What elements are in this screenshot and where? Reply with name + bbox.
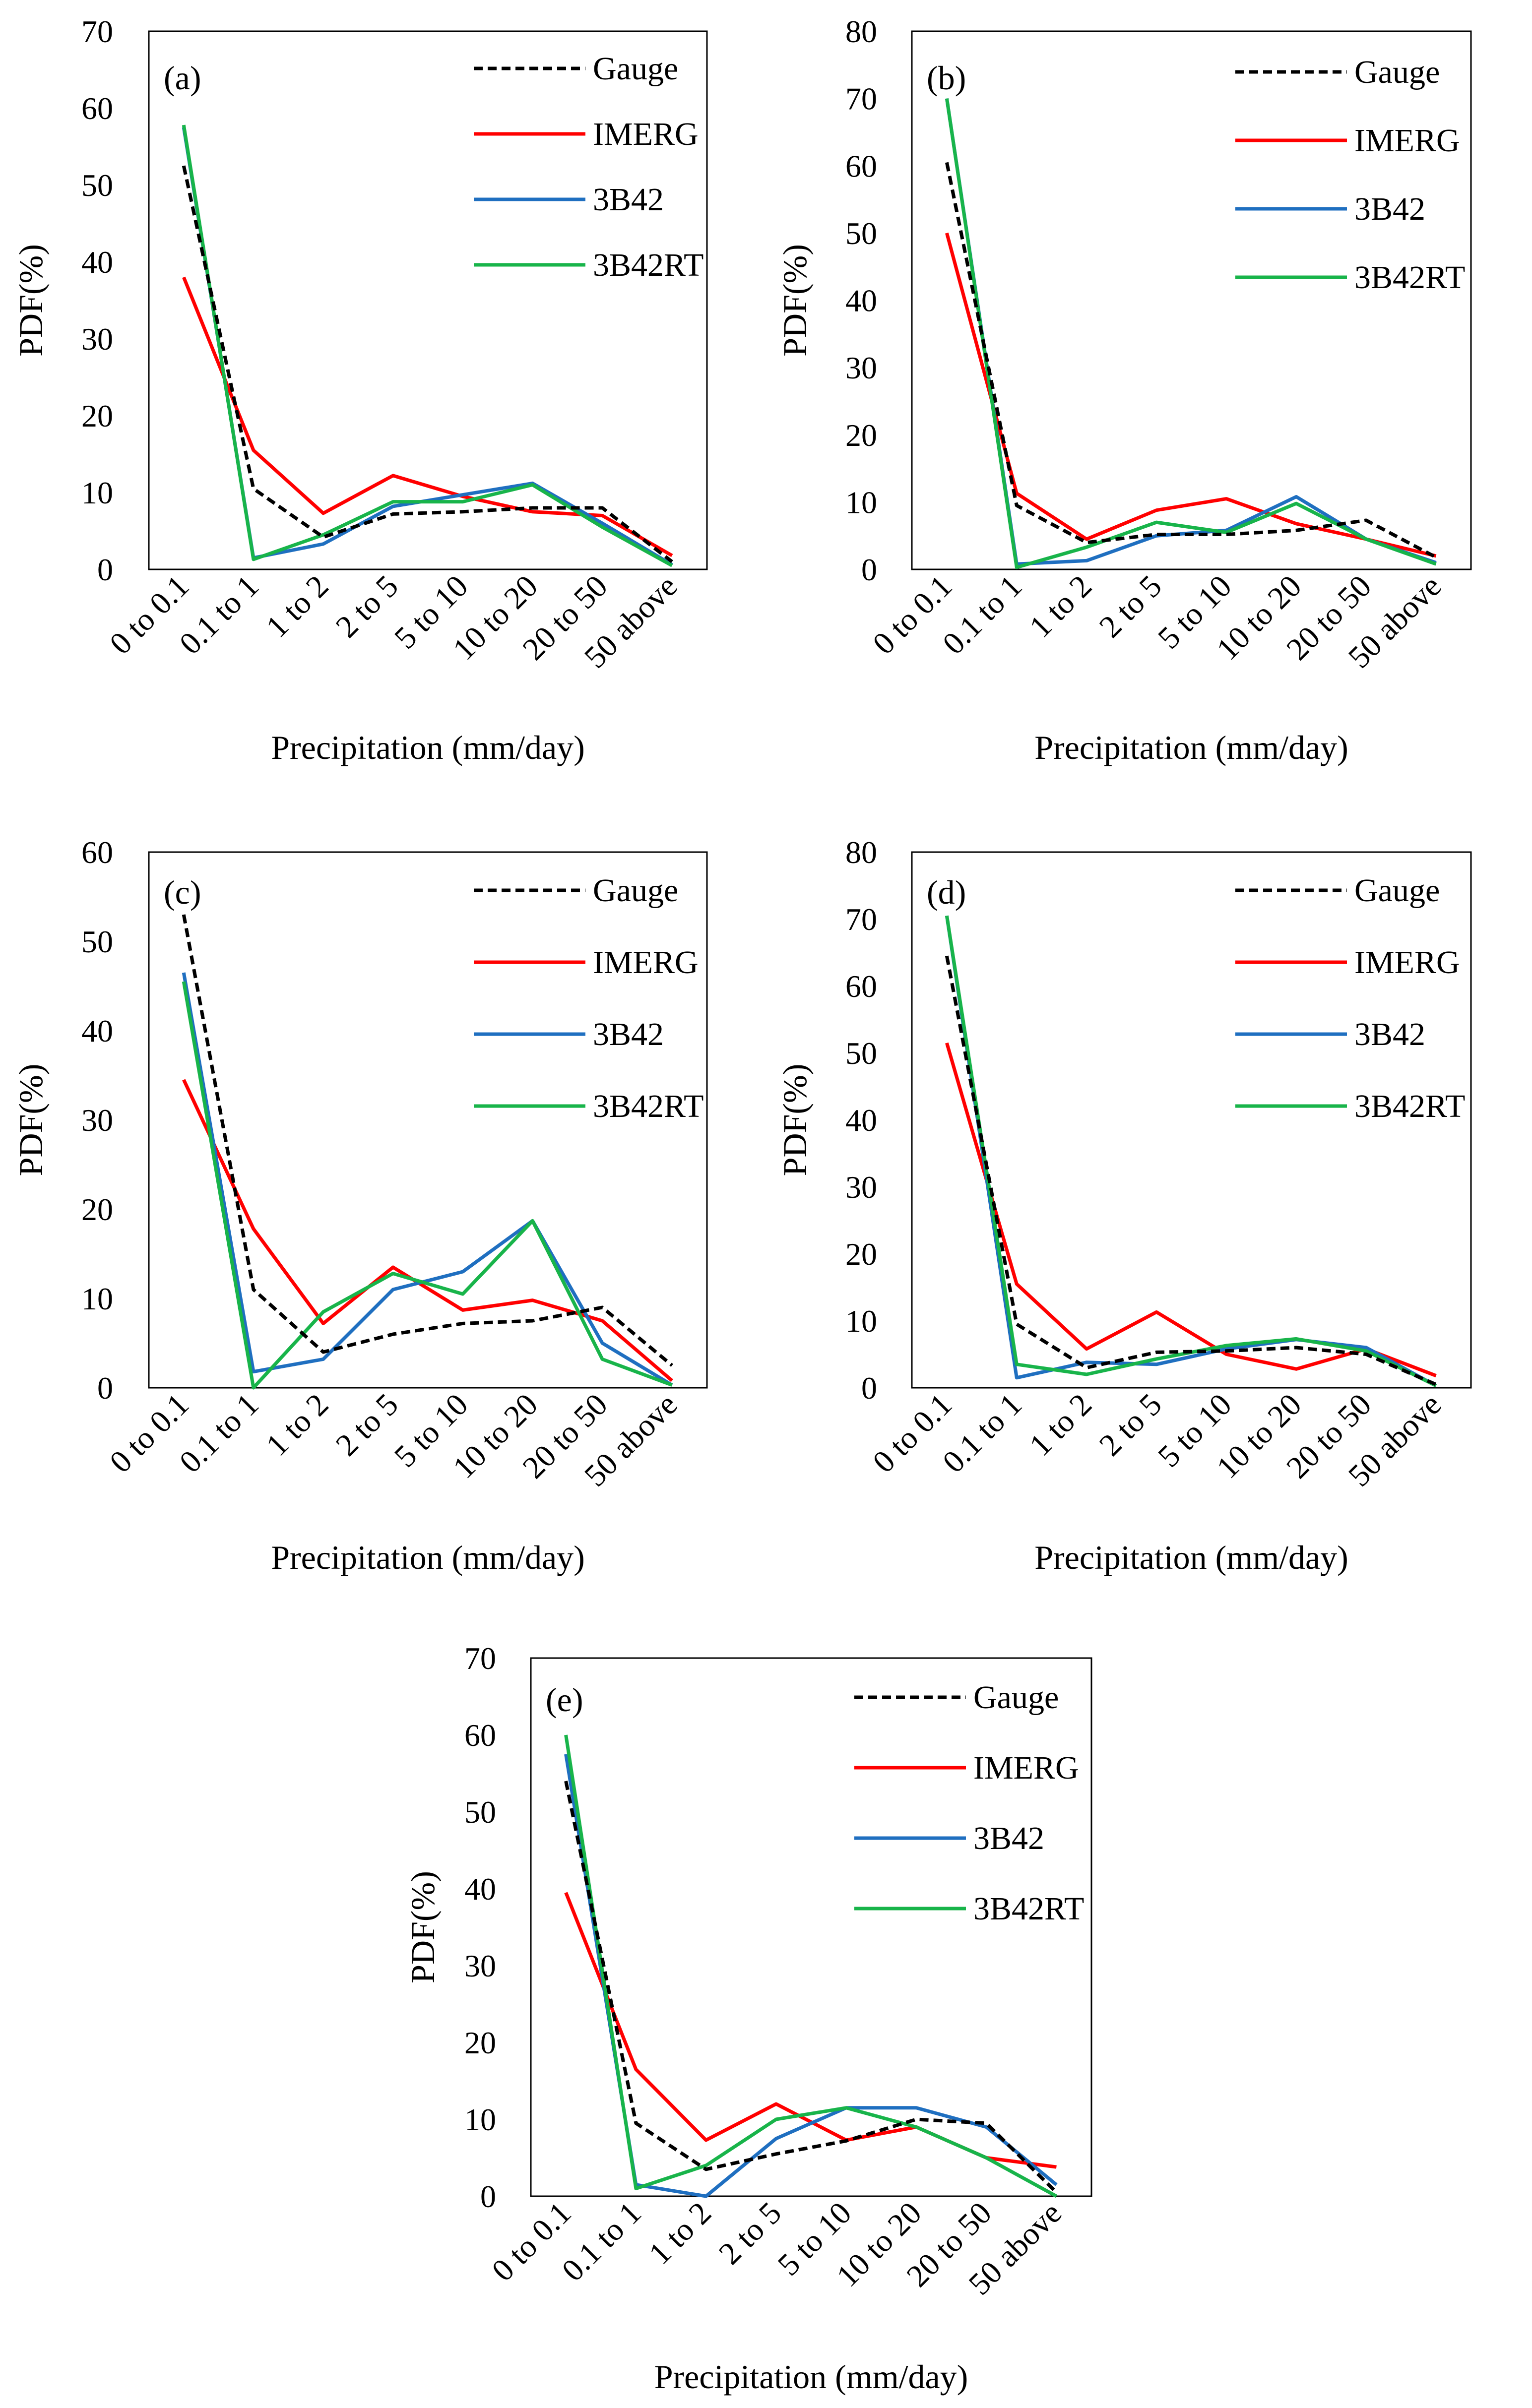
legend-label-3b42rt: 3B42RT xyxy=(1354,259,1465,296)
panel-label: (b) xyxy=(927,59,966,97)
legend-label-imerg: IMERG xyxy=(593,116,699,152)
y-tick-label: 40 xyxy=(464,1871,496,1907)
x-axis-title: Precipitation (mm/day) xyxy=(1034,729,1348,766)
y-tick-label: 0 xyxy=(861,1370,877,1406)
legend-label-gauge: Gauge xyxy=(1354,872,1440,909)
legend-label-3b42: 3B42 xyxy=(1354,1016,1425,1052)
legend-label-gauge: Gauge xyxy=(1354,54,1440,90)
y-tick-label: 10 xyxy=(845,485,877,520)
series-line-3b42 xyxy=(945,915,1437,1387)
legend-label-3b42: 3B42 xyxy=(593,1016,664,1052)
x-axis-title: Precipitation (mm/day) xyxy=(1034,1539,1348,1576)
series-line-imerg xyxy=(182,1079,673,1382)
y-tick-label: 20 xyxy=(81,1192,113,1227)
y-tick-label: 40 xyxy=(845,1103,877,1138)
plot-frame xyxy=(148,30,708,570)
panel-label: (c) xyxy=(164,873,201,911)
y-axis-title: PDF(%) xyxy=(404,1871,442,1983)
panel-label: (a) xyxy=(164,59,201,97)
legend-label-3b42rt: 3B42RT xyxy=(973,1891,1084,1927)
panel-label: (d) xyxy=(927,873,966,911)
legend-label-3b42rt: 3B42RT xyxy=(593,247,703,283)
series-line-3b42 xyxy=(182,972,673,1387)
legend-label-3b42rt: 3B42RT xyxy=(593,1088,703,1124)
y-tick-label: 30 xyxy=(464,1948,496,1983)
y-tick-label: 10 xyxy=(845,1303,877,1339)
legend-label-imerg: IMERG xyxy=(593,944,699,981)
y-tick-label: 70 xyxy=(845,902,877,937)
y-tick-label: 30 xyxy=(81,321,113,357)
legend-label-imerg: IMERG xyxy=(973,1750,1079,1786)
y-tick-label: 20 xyxy=(81,398,113,433)
series-line-gauge xyxy=(564,1781,1058,2194)
legend-label-imerg: IMERG xyxy=(1354,944,1460,981)
y-tick-label: 0 xyxy=(480,2179,496,2214)
y-tick-label: 50 xyxy=(81,168,113,203)
legend-label-gauge: Gauge xyxy=(593,51,678,87)
y-tick-label: 20 xyxy=(464,2025,496,2060)
y-axis-title: PDF(%) xyxy=(12,244,50,357)
series-line-gauge xyxy=(182,165,673,563)
y-tick-label: 30 xyxy=(845,1170,877,1205)
legend-label-3b42: 3B42 xyxy=(593,182,664,218)
legend-label-3b42: 3B42 xyxy=(973,1820,1044,1856)
y-tick-label: 80 xyxy=(845,14,877,49)
plot-frame xyxy=(148,851,708,1389)
y-tick-label: 20 xyxy=(845,1236,877,1272)
legend-label-3b42rt: 3B42RT xyxy=(1354,1088,1465,1124)
series-line-gauge xyxy=(945,162,1437,559)
y-tick-label: 30 xyxy=(81,1103,113,1138)
y-tick-label: 70 xyxy=(464,1641,496,1676)
series-line-3b42 xyxy=(564,1754,1058,2198)
plot-frame xyxy=(911,30,1472,570)
y-tick-label: 60 xyxy=(81,91,113,126)
panel-label: (e) xyxy=(546,1681,583,1719)
series-line-3b42rt xyxy=(182,981,673,1390)
y-tick-label: 60 xyxy=(81,835,113,870)
y-axis-title: PDF(%) xyxy=(776,244,814,357)
y-tick-label: 0 xyxy=(97,1370,113,1406)
y-tick-label: 50 xyxy=(464,1794,496,1830)
y-tick-label: 60 xyxy=(845,148,877,184)
x-axis-title: Precipitation (mm/day) xyxy=(654,2358,968,2396)
x-axis-title: Precipitation (mm/day) xyxy=(271,729,585,766)
y-tick-label: 50 xyxy=(81,924,113,959)
series-line-3b42rt xyxy=(564,1734,1058,2198)
series-line-imerg xyxy=(945,232,1437,558)
legend-label-gauge: Gauge xyxy=(593,872,678,909)
legend-label-gauge: Gauge xyxy=(973,1679,1059,1716)
y-tick-label: 30 xyxy=(845,350,877,385)
y-tick-label: 0 xyxy=(97,552,113,587)
y-tick-label: 10 xyxy=(81,1281,113,1316)
plot-frame xyxy=(530,1657,1092,2197)
y-tick-label: 0 xyxy=(861,552,877,587)
y-tick-label: 80 xyxy=(845,835,877,870)
y-tick-label: 50 xyxy=(845,1036,877,1071)
y-tick-label: 40 xyxy=(845,283,877,318)
legend-label-3b42: 3B42 xyxy=(1354,191,1425,227)
y-tick-label: 40 xyxy=(81,1013,113,1049)
legend-label-imerg: IMERG xyxy=(1354,123,1460,159)
y-tick-label: 60 xyxy=(464,1718,496,1753)
series-line-gauge xyxy=(945,955,1437,1386)
series-line-gauge xyxy=(182,914,673,1367)
y-tick-label: 10 xyxy=(81,475,113,510)
x-axis-title: Precipitation (mm/day) xyxy=(271,1539,585,1576)
y-axis-title: PDF(%) xyxy=(12,1064,50,1176)
y-tick-label: 20 xyxy=(845,418,877,453)
plot-frame xyxy=(911,851,1472,1389)
y-tick-label: 70 xyxy=(81,14,113,49)
series-line-3b42rt xyxy=(182,124,673,567)
y-tick-label: 10 xyxy=(464,2102,496,2137)
y-tick-label: 40 xyxy=(81,245,113,280)
y-tick-label: 60 xyxy=(845,969,877,1004)
series-line-3b42rt xyxy=(945,98,1437,569)
y-axis-title: PDF(%) xyxy=(776,1064,814,1176)
y-tick-label: 50 xyxy=(845,216,877,251)
y-tick-label: 70 xyxy=(845,81,877,117)
